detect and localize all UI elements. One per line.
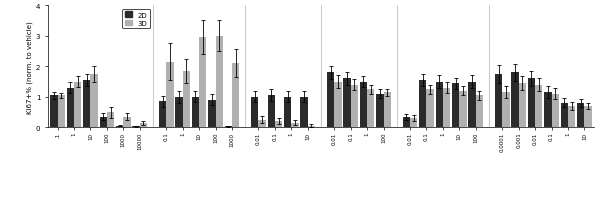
Bar [107,112,114,128]
Bar [436,82,443,128]
Bar [100,117,107,128]
Bar [275,122,282,128]
Bar [452,84,460,128]
Bar [367,90,374,128]
Bar [419,81,427,128]
Bar [83,81,91,128]
Bar [343,79,350,128]
Bar [251,97,259,128]
Bar [334,82,341,128]
Bar [232,64,239,128]
Bar [577,103,584,128]
Bar [551,94,559,128]
Bar [208,100,215,128]
Bar [301,97,308,128]
Bar [268,96,275,128]
Bar [159,102,166,128]
Bar [476,96,483,128]
Bar [427,90,434,128]
Bar [469,82,476,128]
Bar [568,107,575,128]
Bar [133,127,140,128]
Bar [50,96,58,128]
Bar [74,82,82,128]
Bar [284,97,292,128]
Bar [292,123,299,128]
Bar [350,85,358,128]
Bar [584,107,592,128]
Bar [495,75,502,128]
Bar [518,84,526,128]
Bar [67,88,74,128]
Bar [327,73,334,128]
Bar [502,93,509,128]
Legend: 2D, 3D: 2D, 3D [122,10,150,29]
Bar [443,88,450,128]
Bar [460,91,467,128]
Bar [360,82,367,128]
Bar [124,117,131,128]
Bar [175,97,182,128]
Bar [544,93,551,128]
Bar [192,97,199,128]
Bar [224,127,232,128]
Bar [166,62,173,128]
Bar [383,93,391,128]
Bar [308,126,315,128]
Bar [140,123,147,128]
Bar [116,126,124,128]
Bar [535,85,542,128]
Bar [376,94,383,128]
Bar [511,73,518,128]
Bar [259,120,266,128]
Bar [215,37,223,128]
Y-axis label: Ki67+% (norm. to vehicle): Ki67+% (norm. to vehicle) [26,21,33,113]
Bar [528,79,535,128]
Bar [560,103,568,128]
Bar [403,117,410,128]
Bar [58,96,65,128]
Bar [410,119,418,128]
Bar [182,71,190,128]
Bar [199,38,206,128]
Bar [91,75,98,128]
